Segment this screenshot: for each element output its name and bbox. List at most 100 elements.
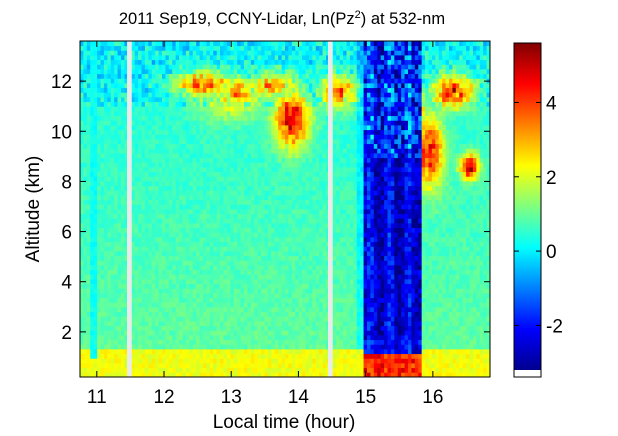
heatmap-cell: [107, 232, 112, 238]
heatmap-cell: [80, 330, 84, 336]
heatmap-cell: [244, 237, 248, 243]
heatmap-cell: [124, 153, 129, 159]
heatmap-cell: [291, 255, 296, 261]
heatmap-cell: [209, 55, 214, 61]
heatmap-cell: [196, 372, 200, 377]
heatmap-cell: [148, 204, 153, 210]
heatmap-cell: [257, 78, 262, 84]
heatmap-cell: [97, 167, 101, 173]
heatmap-cell: [165, 274, 170, 280]
heatmap-cell: [223, 344, 228, 350]
heatmap-cell: [281, 209, 286, 215]
heatmap-cell: [138, 223, 142, 229]
heatmap-cell: [185, 213, 190, 219]
heatmap-cell: [226, 349, 231, 355]
heatmap-cell: [209, 101, 214, 107]
heatmap-cell: [185, 321, 190, 327]
heatmap-cell: [230, 251, 235, 257]
heatmap-cell: [305, 302, 310, 308]
heatmap-cell: [233, 64, 238, 70]
heatmap-cell: [216, 69, 221, 75]
heatmap-cell: [291, 297, 296, 303]
heatmap-cell: [86, 213, 91, 219]
heatmap-cell: [230, 148, 235, 154]
heatmap-cell: [267, 237, 272, 243]
heatmap-cell: [271, 50, 276, 56]
heatmap-cell: [141, 339, 146, 345]
heatmap-cell: [267, 55, 272, 61]
heatmap-cell: [274, 41, 279, 47]
heatmap-cell: [240, 195, 245, 201]
heatmap-cell: [295, 101, 300, 107]
heatmap-cell: [80, 218, 84, 224]
heatmap-cell: [189, 73, 194, 79]
heatmap-cell: [141, 283, 146, 289]
heatmap-cell: [168, 353, 173, 359]
heatmap-cell: [291, 353, 296, 359]
heatmap-cell: [312, 157, 317, 163]
heatmap-cell: [168, 129, 173, 135]
heatmap-cell: [86, 367, 91, 373]
heatmap-cell: [124, 302, 129, 308]
heatmap-cell: [206, 199, 211, 205]
heatmap-cell: [141, 83, 146, 89]
heatmap-cell: [83, 162, 88, 168]
heatmap-cell: [90, 330, 95, 336]
heatmap-cell: [172, 204, 177, 210]
heatmap-cell: [97, 176, 101, 182]
heatmap-cell: [196, 153, 200, 159]
heatmap-cell: [278, 185, 282, 191]
heatmap-cell: [288, 241, 293, 247]
heatmap-cell: [138, 265, 142, 271]
heatmap-cell: [182, 185, 187, 191]
heatmap-cell: [267, 78, 272, 84]
heatmap-cell: [278, 190, 282, 196]
heatmap-cell: [257, 279, 262, 285]
heatmap-cell: [189, 97, 194, 103]
heatmap-cell: [134, 204, 139, 210]
heatmap-cell: [305, 167, 310, 173]
heatmap-cell: [285, 279, 289, 285]
heatmap-cell: [216, 55, 221, 61]
heatmap-cell: [131, 311, 136, 317]
heatmap-cell: [295, 73, 300, 79]
heatmap-cell: [244, 311, 248, 317]
heatmap-cell: [121, 209, 125, 215]
heatmap-cell: [90, 101, 95, 107]
heatmap-cell: [196, 335, 200, 341]
heatmap-cell: [131, 120, 136, 126]
heatmap-cell: [308, 293, 313, 299]
heatmap-cell: [103, 139, 108, 145]
heatmap-cell: [144, 297, 149, 303]
heatmap-cell: [110, 139, 115, 145]
heatmap-cell: [100, 246, 105, 252]
heatmap-cell: [196, 274, 200, 280]
heatmap-cell: [172, 115, 177, 121]
heatmap-cell: [189, 143, 194, 149]
heatmap-cell: [144, 237, 149, 243]
heatmap-cell: [117, 349, 122, 355]
heatmap-cell: [114, 97, 118, 103]
heatmap-cell: [230, 181, 235, 187]
heatmap-cell: [267, 255, 272, 261]
heatmap-cell: [165, 204, 170, 210]
heatmap-cell: [278, 45, 282, 51]
heatmap-cell: [285, 167, 289, 173]
heatmap-cell: [100, 237, 105, 243]
heatmap-cell: [182, 218, 187, 224]
heatmap-cell: [240, 246, 245, 252]
heatmap-cell: [179, 241, 183, 247]
heatmap-cell: [141, 204, 146, 210]
heatmap-cell: [267, 349, 272, 355]
heatmap-cell: [80, 204, 84, 210]
heatmap-cell: [226, 363, 231, 369]
heatmap-cell: [203, 269, 207, 275]
heatmap-cell: [264, 241, 269, 247]
heatmap-cell: [141, 50, 146, 56]
heatmap-cell: [185, 59, 190, 65]
heatmap-cell: [216, 265, 221, 271]
heatmap-cell: [168, 372, 173, 377]
heatmap-cell: [271, 288, 276, 294]
heatmap-cell: [230, 311, 235, 317]
heatmap-cell: [295, 251, 300, 257]
